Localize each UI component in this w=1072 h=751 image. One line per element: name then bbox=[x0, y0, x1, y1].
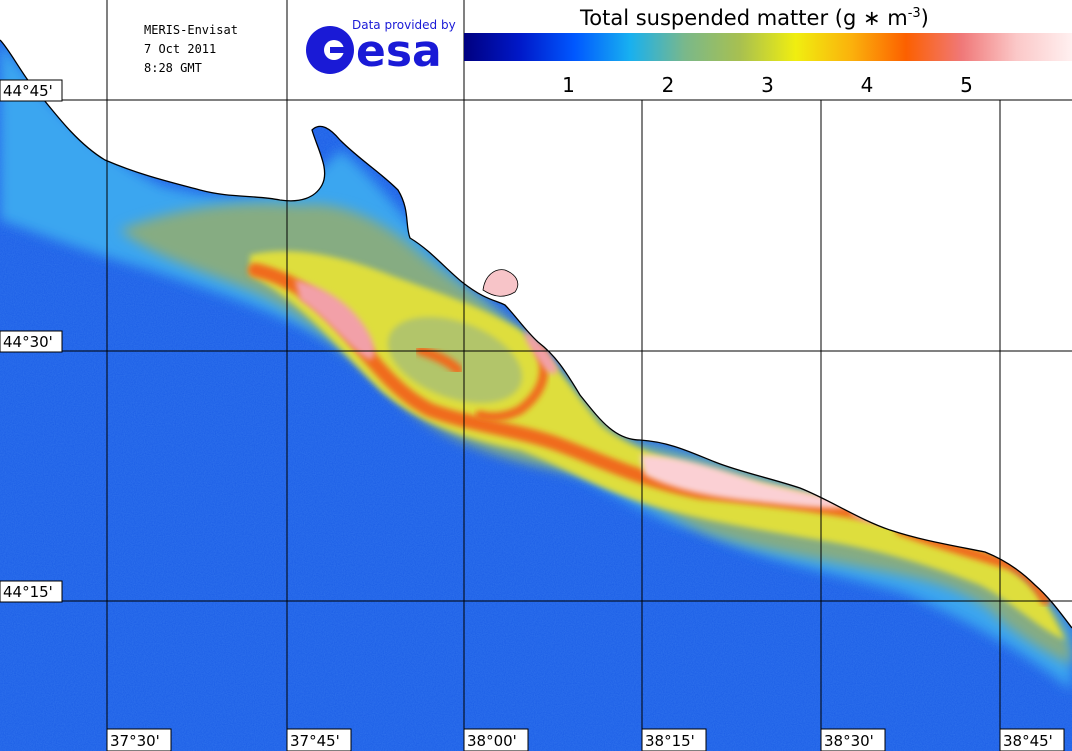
lon-label-bg-2 bbox=[286, 728, 352, 751]
colorbar-title-main: Total suspended matter (g ∗ m bbox=[579, 6, 908, 30]
esa-logo-mark-bar bbox=[330, 47, 352, 53]
colorbar-title: Total suspended matter (g ∗ m-3) bbox=[579, 6, 929, 30]
esa-logo-wordmark: esa bbox=[356, 26, 442, 77]
lon-label-bg-1 bbox=[106, 728, 172, 751]
lon-label-38-30: 38°30' bbox=[824, 732, 874, 750]
colorbar-ticks: 1 2 3 4 5 bbox=[562, 73, 973, 97]
lon-label-37-30: 37°30' bbox=[110, 732, 160, 750]
colorbar-title-exponent: -3 bbox=[908, 6, 921, 21]
lagoon-spit bbox=[482, 269, 519, 297]
lon-label-38-15: 38°15' bbox=[645, 732, 695, 750]
plume-pink-4 bbox=[524, 330, 558, 375]
acquisition-info: MERIS-Envisat 7 Oct 2011 8:28 GMT bbox=[144, 23, 238, 75]
esa-logo: Data provided by esa bbox=[306, 18, 456, 77]
colorbar-tick-label: 3 bbox=[761, 73, 774, 97]
lon-label-bg-3 bbox=[463, 728, 529, 751]
colorbar-title-close: ) bbox=[921, 6, 929, 30]
eddy-core bbox=[387, 317, 523, 403]
lon-label-38-00: 38°00' bbox=[467, 732, 517, 750]
info-time: 8:28 GMT bbox=[144, 61, 202, 75]
colorbar-ramp bbox=[464, 33, 1072, 61]
colorbar: Total suspended matter (g ∗ m-3) 1 2 3 4 5 bbox=[464, 6, 1072, 97]
lon-label-bg-4 bbox=[641, 728, 707, 751]
plume-pink-1 bbox=[295, 280, 375, 360]
colorbar-tick-label: 5 bbox=[960, 73, 973, 97]
info-sensor: MERIS-Envisat bbox=[144, 23, 238, 37]
lat-label-bg-3 bbox=[0, 580, 63, 603]
colorbar-tick-label: 4 bbox=[861, 73, 874, 97]
esa-credit-text: Data provided by bbox=[352, 18, 456, 32]
lat-label-44-15: 44°15' bbox=[3, 583, 53, 601]
plume-pink-2 bbox=[640, 455, 860, 508]
latitude-labels: 44°45' 44°30' 44°15' bbox=[0, 79, 63, 603]
info-date: 7 Oct 2011 bbox=[144, 42, 216, 56]
colorbar-tick-label: 1 bbox=[562, 73, 575, 97]
lon-label-37-45: 37°45' bbox=[290, 732, 340, 750]
lon-label-bg-5 bbox=[820, 728, 886, 751]
lat-label-bg-2 bbox=[0, 330, 63, 353]
lat-label-44-30: 44°30' bbox=[3, 333, 53, 351]
longitude-labels: 37°30' 37°45' 38°00' 38°15' 38°30' 38°45… bbox=[106, 728, 1065, 751]
lat-label-44-45: 44°45' bbox=[3, 82, 53, 100]
lon-label-bg-6 bbox=[999, 728, 1065, 751]
lon-label-38-45: 38°45' bbox=[1003, 732, 1053, 750]
lat-label-bg-1 bbox=[0, 79, 63, 102]
coastline bbox=[0, 39, 1072, 629]
colorbar-tick-label: 2 bbox=[662, 73, 675, 97]
plume-orange-band-2 bbox=[475, 345, 549, 422]
